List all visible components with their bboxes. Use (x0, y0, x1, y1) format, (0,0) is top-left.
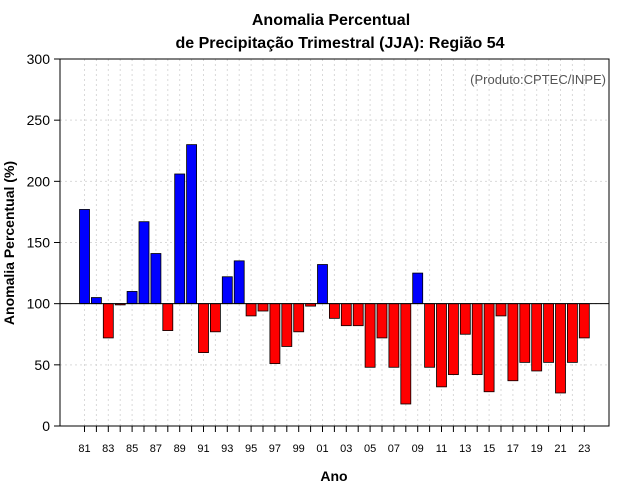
x-tick-label: 05 (364, 443, 376, 455)
bar-07 (388, 303, 400, 368)
bar-02 (328, 303, 340, 319)
bar-23 (578, 303, 590, 339)
x-tick-label: 89 (174, 443, 186, 455)
bar-15 (483, 303, 495, 393)
bar-97 (269, 303, 281, 365)
bar-86 (138, 221, 150, 305)
x-tick-label: 85 (126, 443, 138, 455)
y-tick-label: 0 (42, 418, 50, 434)
y-tick-label: 200 (27, 173, 51, 189)
y-tick-label: 300 (27, 51, 51, 67)
x-tick-label: 21 (554, 443, 566, 455)
bar-03 (340, 303, 352, 327)
bar-01 (317, 264, 328, 305)
bar-91 (198, 303, 209, 353)
bar-17 (507, 303, 519, 382)
x-tick-label: 03 (340, 443, 352, 455)
bar-16 (495, 303, 507, 317)
x-tick-label: 15 (483, 443, 495, 455)
x-axis: 81 83 85 87 89 91 93 95 97 99 01 03 05 07 09 11 13 15 17 19… (78, 426, 590, 455)
y-axis: 0 50 100 150 200 250 300 (27, 51, 60, 434)
bar-21 (555, 303, 566, 394)
bar-09 (412, 272, 424, 305)
y-tick-label: 250 (27, 112, 51, 128)
x-tick-label: 01 (316, 443, 328, 455)
y-axis-label: Anomalia Percentual (%) (1, 161, 17, 325)
source-label: (Produto:CPTEC/INPE) (470, 72, 606, 87)
bar-82 (91, 297, 102, 305)
bar-22 (567, 303, 578, 363)
y-tick-label: 100 (27, 296, 51, 312)
x-tick-label: 11 (436, 443, 447, 455)
y-tick-label: 150 (27, 235, 51, 251)
x-tick-label: 93 (221, 443, 233, 455)
bar-99 (293, 303, 305, 333)
chart-title-line1: Anomalia Percentual (252, 12, 410, 29)
bar-90 (186, 144, 198, 305)
x-tick-label: 17 (507, 443, 519, 455)
bar-96 (257, 303, 269, 312)
x-tick-label: 99 (293, 443, 305, 455)
bar-05 (364, 303, 376, 368)
bar-83 (102, 303, 114, 339)
x-tick-label: 97 (269, 443, 281, 455)
x-tick-label: 07 (388, 443, 400, 455)
bar-06 (376, 303, 388, 339)
x-tick-label: 83 (102, 443, 114, 455)
x-tick-label: 09 (412, 443, 424, 455)
bar-13 (459, 303, 471, 335)
bar-92 (209, 303, 221, 333)
x-axis-label: Ano (320, 468, 347, 484)
bar-81 (79, 209, 90, 305)
bar-98 (281, 303, 293, 347)
chart-title-line2: de Precipitação Trimestral (JJA): Região… (175, 35, 504, 52)
bar-93 (221, 276, 233, 305)
x-tick-label: 13 (459, 443, 471, 455)
bars (79, 144, 590, 405)
bar-88 (162, 303, 174, 331)
bar-94 (233, 260, 245, 305)
bar-18 (519, 303, 531, 363)
bar-89 (174, 173, 186, 305)
x-tick-label: 91 (197, 443, 209, 455)
x-tick-label: 81 (78, 443, 90, 455)
bar-20 (543, 303, 554, 363)
bar-95 (245, 303, 257, 317)
x-tick-label: 23 (578, 443, 590, 455)
bar-85 (126, 291, 138, 305)
bar-08 (400, 303, 412, 405)
bar-04 (352, 303, 364, 327)
bar-87 (150, 253, 162, 305)
bar-19 (531, 303, 543, 372)
y-tick-label: 50 (34, 357, 50, 373)
x-tick-label: 95 (245, 443, 257, 455)
x-tick-label: 87 (150, 443, 162, 455)
bar-14 (471, 303, 483, 376)
bar-12 (447, 303, 459, 376)
bar-11 (436, 303, 447, 388)
bar-10 (424, 303, 436, 368)
x-tick-label: 19 (531, 443, 543, 455)
